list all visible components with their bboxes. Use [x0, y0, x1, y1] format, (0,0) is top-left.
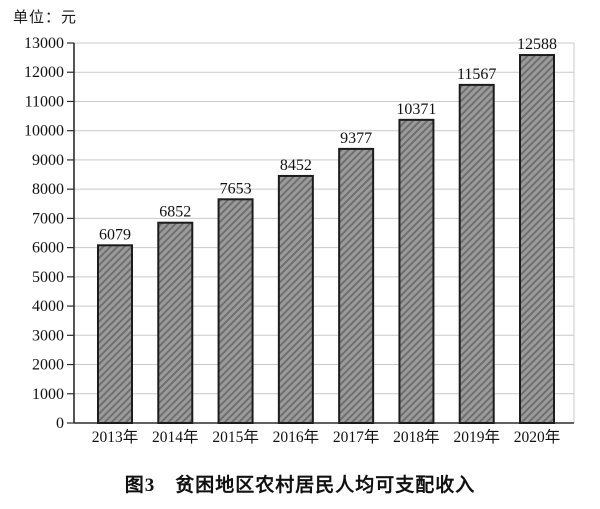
y-tick-label-11000: 11000	[25, 93, 64, 110]
bar-2017年	[338, 147, 375, 424]
unit-label: 单位：元	[13, 10, 78, 26]
y-tick-label-9000: 9000	[32, 152, 64, 169]
x-tick-label-2017年: 2017年	[333, 428, 380, 446]
y-tick-label-6000: 6000	[32, 240, 64, 257]
y-tick-label-4000: 4000	[32, 298, 64, 315]
x-tick-label-2013年: 2013年	[92, 428, 139, 446]
y-tick-label-0: 0	[56, 415, 64, 432]
bar-2019年	[458, 83, 495, 424]
bar-value-label-2017年: 9377	[340, 130, 372, 147]
y-tick-label-12000: 12000	[24, 64, 64, 81]
x-tick-label-2014年: 2014年	[152, 428, 199, 446]
x-tick-label-2016年: 2016年	[273, 428, 320, 446]
bar-chart: 0 1000 2000 3000 4000 5000 6000 7000 8000 9000 100…	[24, 35, 575, 446]
bar-value-label-2014年: 6852	[159, 204, 191, 221]
x-tick-label-2018年: 2018年	[393, 428, 440, 446]
bar-value-label-2019年: 11567	[457, 66, 496, 83]
y-tick-label-8000: 8000	[32, 181, 64, 198]
bar-value-label-2018年: 10371	[396, 101, 436, 118]
chart-caption: 图3 贫困地区农村居民人均可支配收入	[124, 475, 476, 496]
bar-value-label-2020年: 12588	[517, 36, 557, 53]
y-tick-label-5000: 5000	[32, 269, 64, 286]
bar-2014年	[157, 221, 194, 424]
bar-2015年	[217, 198, 254, 424]
bar-value-label-2016年: 8452	[280, 157, 312, 174]
bar-2013年	[97, 244, 133, 424]
bar-2018年	[398, 118, 435, 425]
bar-2020年	[519, 54, 555, 424]
y-tick-label-3000: 3000	[32, 327, 64, 344]
y-tick-label-1000: 1000	[32, 386, 64, 403]
x-tick-label-2020年: 2020年	[514, 428, 561, 446]
y-tick-label-10000: 10000	[24, 123, 64, 140]
y-tick-label-2000: 2000	[32, 357, 64, 374]
y-tick-label-7000: 7000	[32, 210, 64, 227]
x-tick-label-2015年: 2015年	[212, 428, 259, 446]
bar-value-label-2015年: 7653	[220, 180, 252, 197]
bar-2016年	[277, 174, 314, 424]
x-tick-label-2019年: 2019年	[453, 428, 500, 446]
bar-value-label-2013年: 6079	[99, 226, 131, 243]
y-tick-label-13000: 13000	[24, 35, 64, 52]
